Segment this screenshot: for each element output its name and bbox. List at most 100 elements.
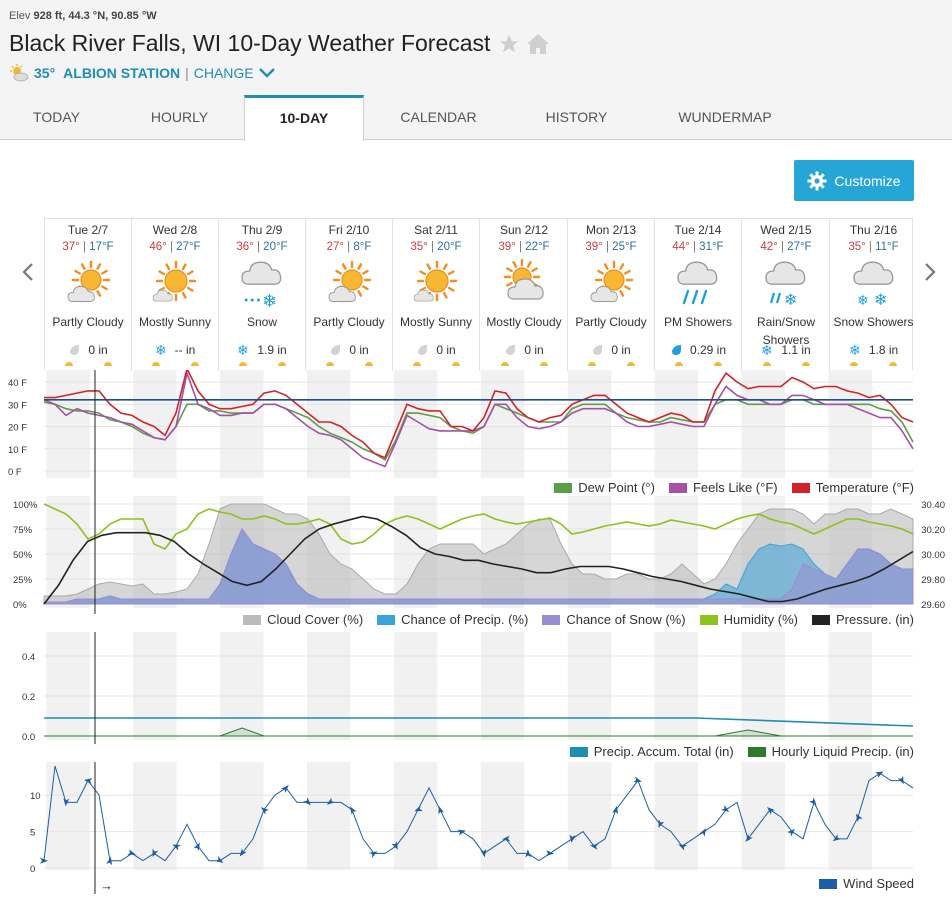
legend-item[interactable]: Chance of Snow (%)	[542, 612, 686, 627]
rain-icon	[677, 261, 718, 305]
day-low: 11°F	[875, 241, 899, 253]
day-high: 35°	[848, 241, 866, 253]
night-band	[741, 762, 785, 870]
sunrise-sunset-markers	[306, 362, 392, 370]
tab-hourly[interactable]: HOURLY	[150, 109, 209, 125]
legend-item[interactable]: Temperature (°F)	[791, 480, 914, 495]
legend-swatch	[699, 614, 718, 625]
station-name[interactable]: ALBION STATION	[63, 65, 181, 81]
legend-label: Pressure. (in)	[835, 612, 914, 627]
day-date: Wed 2/8	[152, 223, 198, 237]
tab-today[interactable]: TODAY	[33, 109, 80, 125]
wind-direction-arrow	[106, 856, 113, 866]
longitude: 90.85 °W	[111, 10, 157, 22]
day-low: 22°F	[525, 241, 550, 253]
y-tick-label: 25%	[13, 575, 33, 586]
day-temps: 35° | 20°F	[393, 241, 479, 253]
tab-calendar[interactable]: CALENDAR	[400, 109, 477, 125]
night-band	[393, 632, 438, 740]
legend-swatch	[791, 482, 810, 493]
y-tick-label: 30.00	[921, 550, 945, 561]
day-column[interactable]: Sun 2/12 39° | 22°F Mostly Cloudy 0 in	[481, 219, 568, 371]
day-precip-amount: 0 in	[349, 343, 369, 357]
precip-chart: 0.4 0.2 0.0	[22, 632, 914, 744]
day-temp-separator: |	[253, 241, 264, 253]
night-band	[828, 762, 872, 870]
day-column[interactable]: Thu 2/9 36° | 20°F ● ● ● ❄ Snow ❄ 1.9 in	[219, 219, 306, 371]
day-condition: Rain/Snow Showers	[756, 315, 816, 347]
legend-item[interactable]: Chance of Precip. (%)	[377, 612, 528, 627]
change-station-link[interactable]: CHANGE	[193, 65, 254, 81]
wind-direction-arrow	[545, 850, 554, 857]
day-low: 31°F	[699, 241, 724, 253]
star-icon[interactable]	[498, 33, 520, 55]
y-tick-label: 30.40	[921, 500, 945, 511]
night-band	[133, 370, 177, 478]
day-column[interactable]: Mon 2/13 39° | 25°F Partly Cloudy 0 in	[568, 219, 655, 371]
day-icon-wrap: ● ● ● ❄	[219, 255, 305, 313]
day-column[interactable]: Wed 2/8 46° | 27°F Mostly Sunny ❄ -- in	[132, 219, 219, 371]
day-icon-wrap	[132, 255, 218, 313]
night-band	[133, 632, 177, 740]
day-column[interactable]: Sat 2/11 35° | 20°F Mostly Sunny 0 in	[393, 219, 480, 371]
wind-direction-arrow	[281, 785, 289, 793]
humidity-line	[43, 503, 914, 550]
legend-item[interactable]: Dew Point (°)	[554, 480, 655, 495]
legend-item[interactable]: Pressure. (in)	[811, 612, 914, 627]
customize-button[interactable]: Customize	[794, 160, 914, 201]
y-tick-label: 30.20	[921, 525, 945, 536]
day-temps: 39° | 25°F	[568, 241, 654, 253]
day-column[interactable]: Fri 2/10 27° | 8°F Partly Cloudy 0 in	[306, 219, 393, 371]
legend-item[interactable]: Feels Like (°F)	[668, 480, 778, 495]
svg-text:❄: ❄	[849, 343, 861, 357]
day-temps: 46° | 27°F	[132, 241, 218, 253]
sunrise-icon	[326, 362, 334, 366]
y-tick-label: 10	[30, 791, 41, 802]
legend-item[interactable]: Hourly Liquid Precip. (in)	[747, 744, 914, 759]
legend-item[interactable]: Precip. Accum. Total (in)	[569, 744, 734, 759]
night-band	[307, 762, 351, 870]
legend-item[interactable]: Cloud Cover (%)	[243, 612, 363, 627]
y-tick-label: 50%	[13, 550, 33, 561]
day-precip-amount: 0.29 in	[689, 343, 727, 357]
y-tick-label: 29.60	[921, 600, 945, 611]
partly-cloudy-icon	[328, 260, 372, 302]
wind-direction-arrow	[525, 849, 532, 858]
legend-item[interactable]: Wind Speed	[819, 876, 914, 891]
tab-10-day[interactable]: 10-DAY	[244, 95, 364, 141]
day-condition: Partly Cloudy	[52, 315, 124, 329]
day-date: Wed 2/15	[760, 223, 812, 237]
day-condition: Partly Cloudy	[313, 315, 385, 329]
wind-direction-arrow	[658, 819, 665, 829]
legend-label: Chance of Precip. (%)	[401, 612, 529, 627]
day-column[interactable]: Wed 2/15 42° | 27°F ❄ Rain/Snow Showers ❄ 1.1…	[743, 219, 830, 371]
home-icon[interactable]	[526, 33, 550, 55]
prev-arrow-icon[interactable]	[20, 262, 36, 282]
tab-history[interactable]: HISTORY	[545, 109, 608, 125]
day-precip-amount: 1.9 in	[257, 343, 287, 357]
mostly-cloudy-icon	[503, 258, 544, 300]
day-high: 37°	[62, 241, 80, 253]
next-arrow-icon[interactable]	[922, 262, 938, 282]
y-tick-label: 75%	[13, 525, 33, 536]
sunrise-icon	[501, 362, 509, 366]
day-temps: 37° | 17°F	[45, 241, 131, 253]
day-high: 39°	[498, 241, 516, 253]
sunset-icon	[452, 362, 460, 366]
chevron-down-icon[interactable]	[258, 67, 276, 79]
day-precip-amount: 0 in	[88, 343, 108, 357]
day-column[interactable]: Thu 2/16 35° | 11°F ❄ ❄ Snow Showers ❄ 1.8 in	[830, 219, 917, 371]
day-icon-wrap: ❄	[743, 255, 829, 313]
legend-item[interactable]: Humidity (%)	[699, 612, 798, 627]
day-column[interactable]: Tue 2/14 44° | 31°F PM Showers 0.29 in	[655, 219, 742, 371]
day-temp-separator: |	[777, 241, 788, 253]
night-band	[307, 370, 351, 478]
wind-direction-arrow	[569, 834, 576, 843]
tab-wundermap[interactable]: WUNDERMAP	[678, 109, 772, 125]
day-column[interactable]: Tue 2/7 37° | 17°F Partly Cloudy 0 in	[45, 219, 132, 371]
day-date: Tue 2/7	[67, 223, 109, 237]
day-date: Thu 2/9	[241, 223, 283, 237]
day-strip: Tue 2/7 37° | 17°F Partly Cloudy 0 in Wed 2/…	[44, 218, 914, 371]
svg-text:❄: ❄	[761, 343, 773, 357]
rain-snow-icon: ❄	[765, 261, 806, 309]
